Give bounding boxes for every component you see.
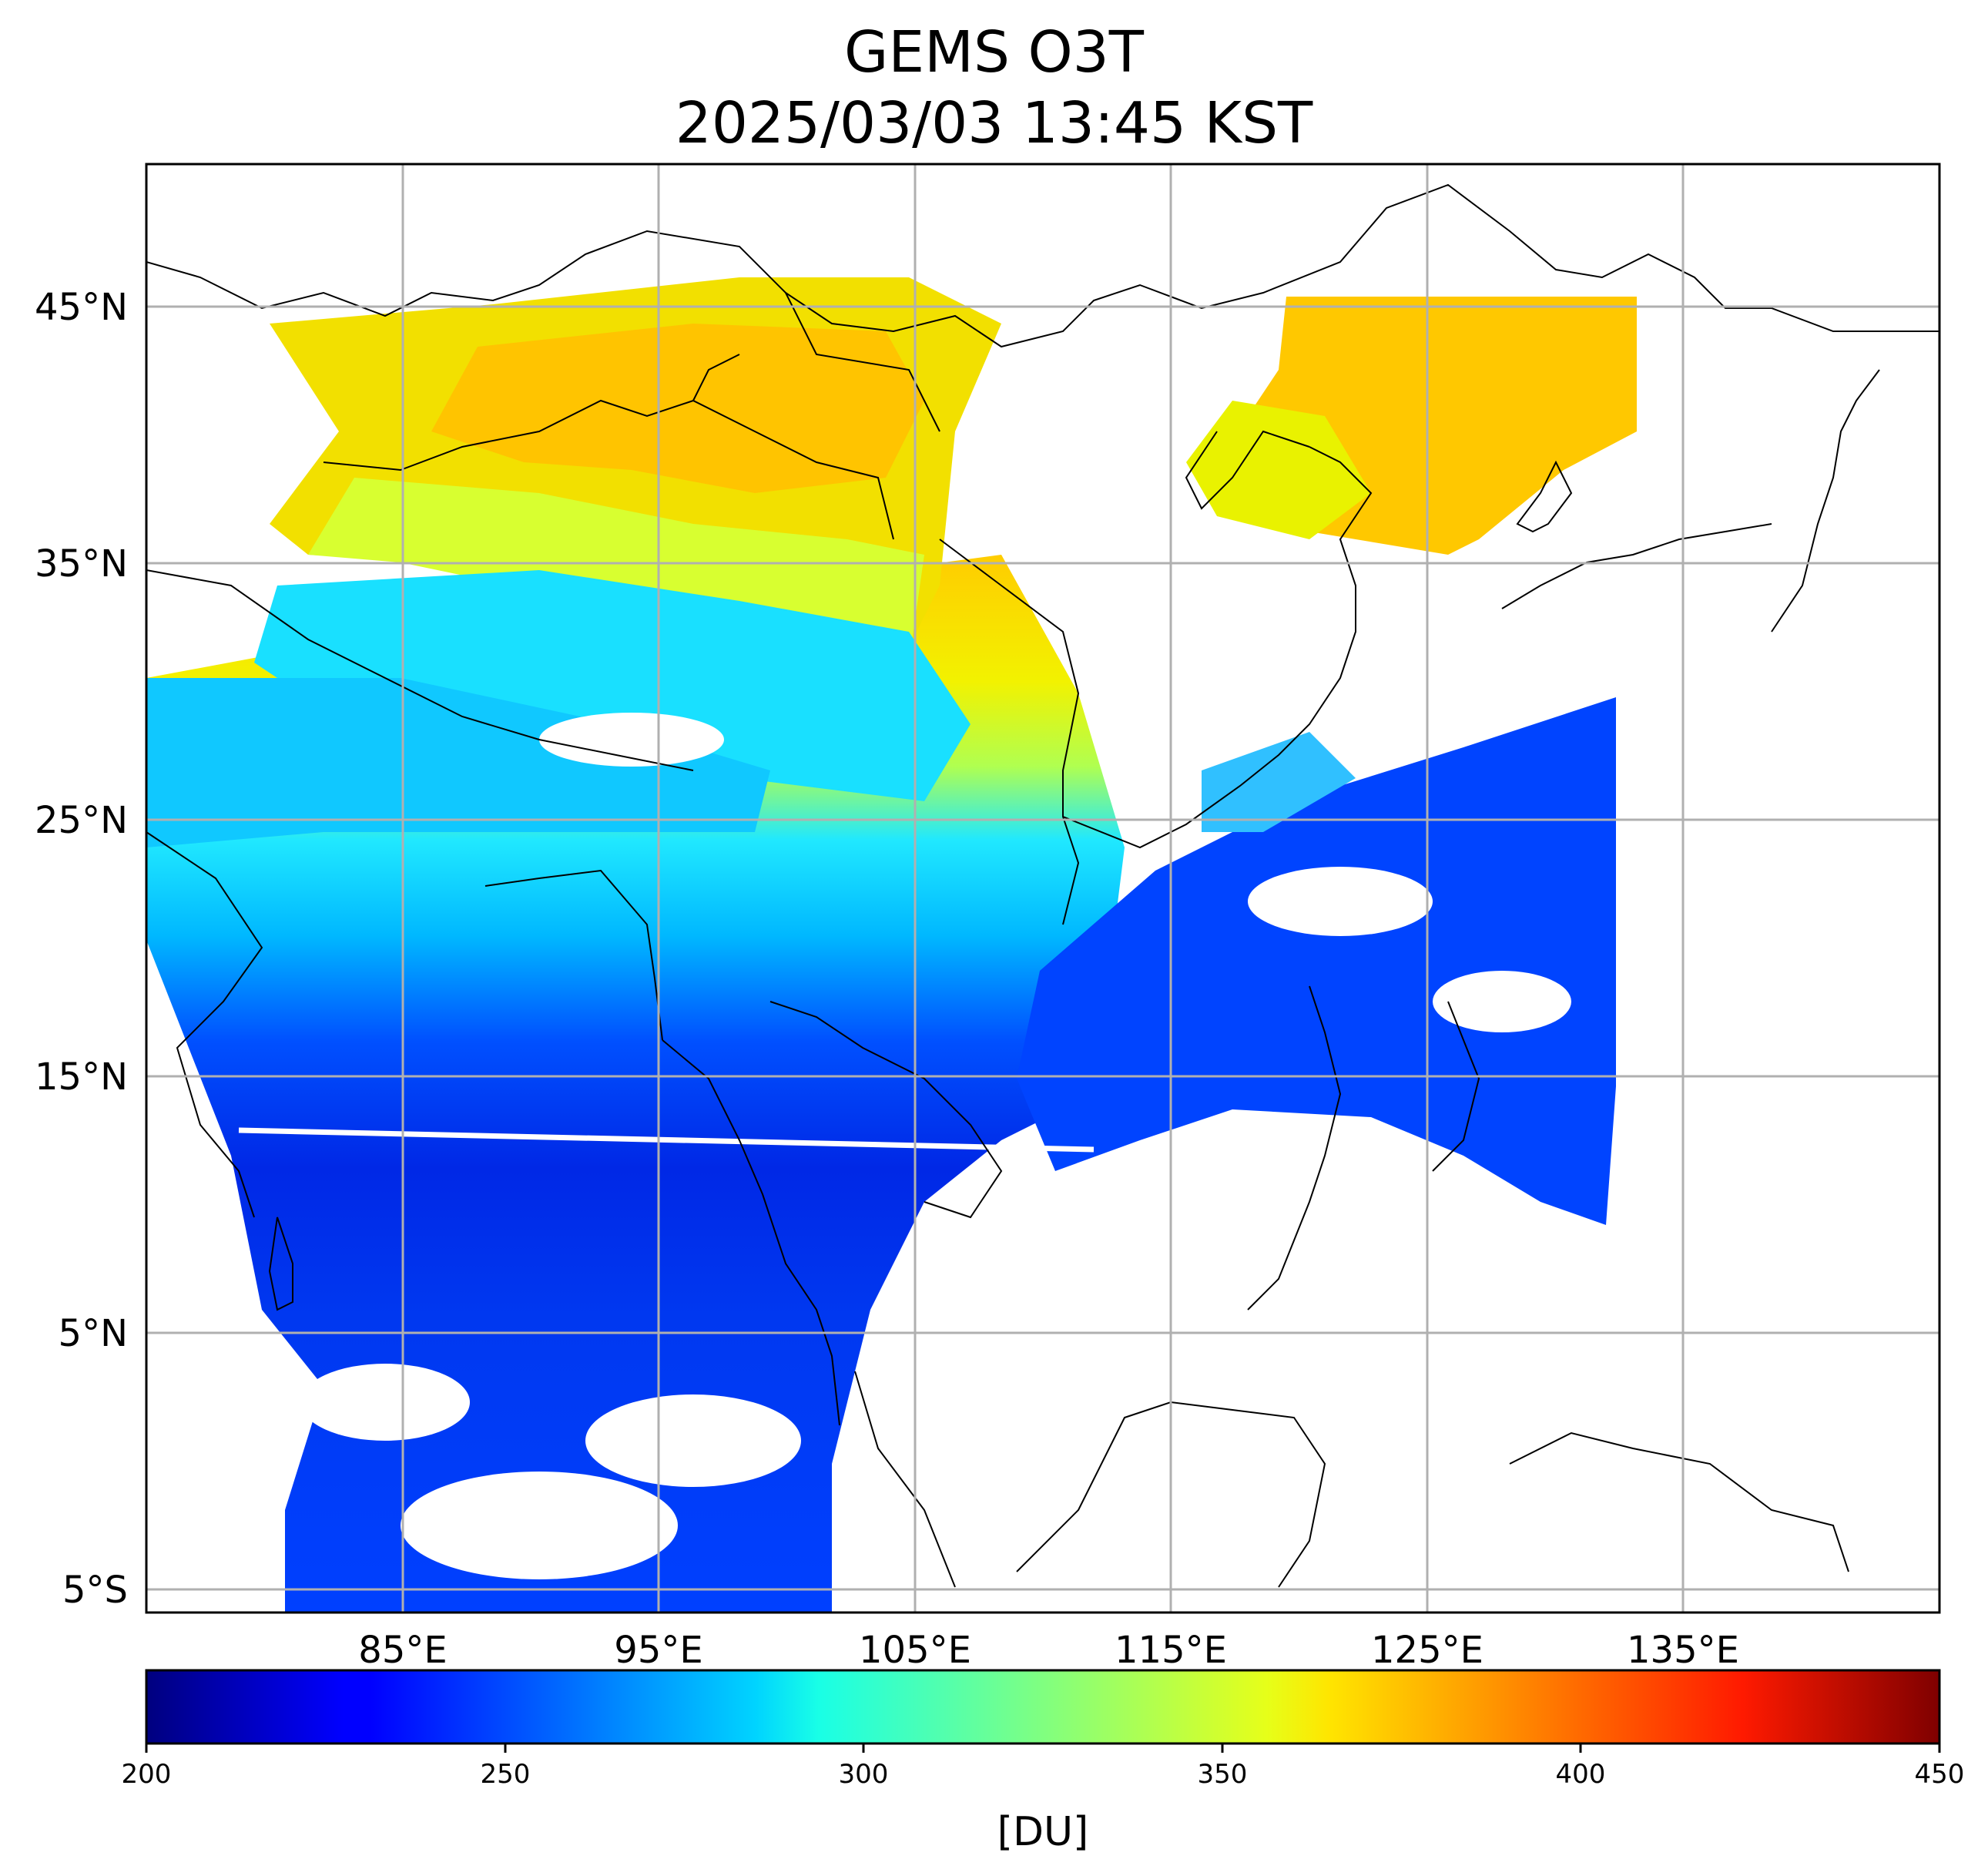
latitude-labels: 45°N 35°N 25°N 15°N 5°N 5°S (35, 286, 128, 1612)
colorbar-tick-marks (145, 1743, 1941, 1753)
lon-label-85e: 85°E (358, 1629, 447, 1672)
gridlines (146, 164, 1939, 1613)
lon-label-105e: 105°E (859, 1629, 971, 1672)
colorbar-tick-200: 200 (122, 1759, 172, 1790)
colorbar-tick-400: 400 (1556, 1759, 1606, 1790)
lat-label-5n: 5°N (59, 1312, 128, 1355)
colorbar-tick-350: 350 (1198, 1759, 1248, 1790)
map-subtitle-datetime: 2025/03/03 13:45 KST (675, 90, 1313, 156)
lat-label-25n: 25°N (35, 799, 128, 842)
lon-label-125e: 125°E (1371, 1629, 1483, 1672)
lat-label-45n: 45°N (35, 286, 128, 329)
colorbar-tick-450: 450 (1915, 1759, 1965, 1790)
longitude-labels: 85°E 95°E 105°E 115°E 125°E 135°E (358, 1629, 1739, 1672)
lon-label-115e: 115°E (1115, 1629, 1227, 1672)
colorbar-unit-label: [DU] (997, 1809, 1089, 1855)
colorbar-tick-labels: 200 250 300 350 400 450 (122, 1759, 1965, 1790)
colorbar (145, 1669, 1941, 1745)
lat-label-15n: 15°N (35, 1055, 128, 1099)
colorbar-tick-250: 250 (481, 1759, 531, 1790)
lat-label-5s: 5°S (62, 1569, 128, 1612)
map-title: GEMS O3T (844, 19, 1144, 86)
lon-label-135e: 135°E (1627, 1629, 1739, 1672)
map-frame (145, 163, 1941, 1614)
colorbar-tick-300: 300 (839, 1759, 889, 1790)
lon-label-95e: 95°E (614, 1629, 702, 1672)
coastlines-and-borders (146, 183, 1939, 1588)
lat-label-35n: 35°N (35, 542, 128, 586)
